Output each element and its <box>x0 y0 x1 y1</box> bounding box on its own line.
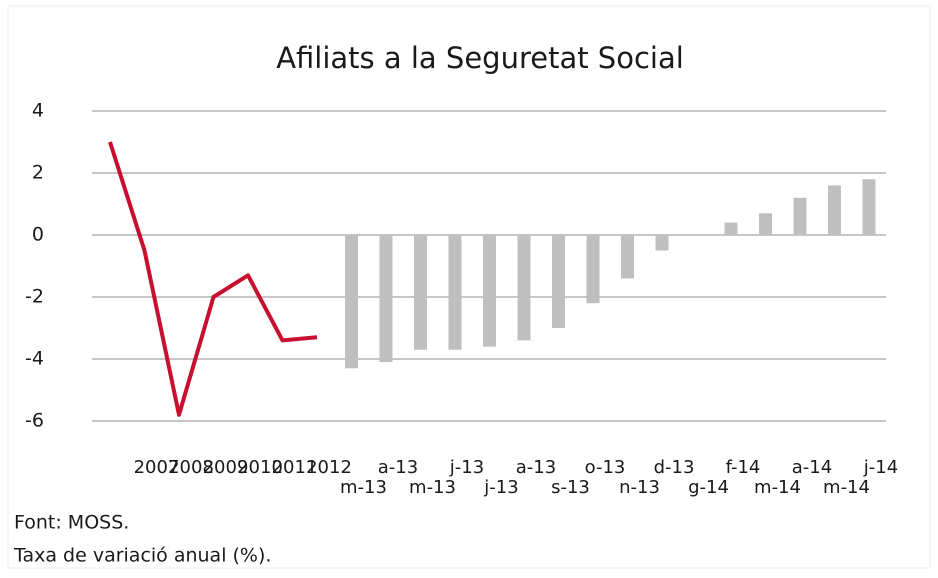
x-tick-label: f-14 <box>726 457 761 478</box>
x-tick-label: m-14 <box>754 477 801 498</box>
bar <box>828 185 841 235</box>
x-tick-label: m-13 <box>340 477 387 498</box>
bar <box>414 235 427 350</box>
frame <box>7 5 931 569</box>
x-tick-label: a-13 <box>516 457 556 478</box>
x-tick-label: s-13 <box>551 477 590 498</box>
bar <box>379 235 393 363</box>
x-tick-label: j-13 <box>483 477 518 498</box>
y-tick-label: 2 <box>32 162 44 184</box>
bar <box>448 235 462 350</box>
x-tick-label: 2011 <box>272 457 318 478</box>
x-tick-label: 2009 <box>203 457 249 478</box>
x-tick-label: 2010 <box>237 457 283 478</box>
x-tick-label: m-14 <box>823 477 870 498</box>
bar <box>759 213 772 235</box>
chart-title: Afiliats a la Seguretat Social <box>276 41 684 75</box>
bar <box>345 235 358 369</box>
y-tick-label: 4 <box>32 100 44 122</box>
bar <box>586 235 600 304</box>
bar <box>655 235 669 251</box>
bar <box>552 235 565 328</box>
x-tick-label: a-14 <box>792 457 832 478</box>
unit-note: Taxa de variació anual (%). <box>13 545 271 567</box>
y-tick-label: 0 <box>32 224 44 246</box>
y-tick-label: -4 <box>25 348 44 370</box>
x-tick-label: g-14 <box>688 477 729 498</box>
y-tick-label: -2 <box>25 286 44 308</box>
line <box>108 141 318 417</box>
bar <box>793 197 807 235</box>
x-tick-label: m-13 <box>409 477 456 498</box>
x-tick-label: a-13 <box>378 457 418 478</box>
x-tick-label: j-13 <box>449 457 484 478</box>
x-tick-label: j-14 <box>863 457 898 478</box>
x-tick-label: 2007 <box>134 457 180 478</box>
bar <box>517 235 531 341</box>
bar <box>862 179 876 235</box>
x-tick-label: 2012 <box>306 457 352 478</box>
x-tick-label: 2008 <box>168 457 214 478</box>
bar <box>724 222 738 235</box>
source-note: Font: MOSS. <box>14 512 129 534</box>
x-tick-label: d-13 <box>654 457 695 478</box>
x-tick-label: o-13 <box>585 457 626 478</box>
x-tick-label: n-13 <box>619 477 660 498</box>
y-tick-label: -6 <box>25 410 44 432</box>
bar <box>621 235 634 279</box>
bar <box>483 235 496 347</box>
